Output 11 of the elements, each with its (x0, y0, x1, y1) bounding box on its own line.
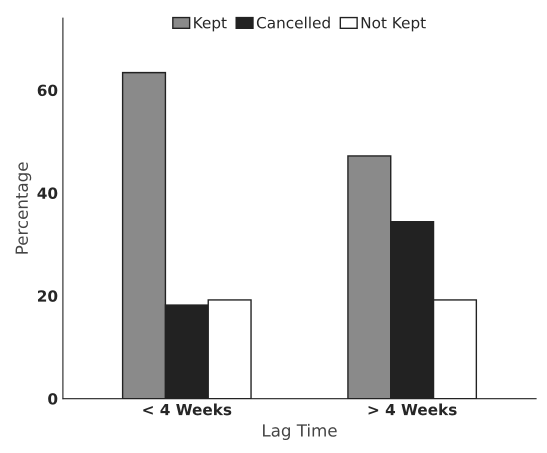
x-tick-label: > 4 Weeks (368, 404, 457, 416)
legend-label: Kept (194, 17, 227, 32)
y-tick-label: 60 (38, 84, 58, 96)
x-tick-label: < 4 Weeks (143, 404, 232, 416)
legend-label: Not Kept (362, 17, 426, 32)
y-tick-label: 0 (48, 393, 58, 405)
legend-label: Cancelled (256, 16, 330, 28)
y-tick-label: 20 (38, 290, 58, 302)
y-tick-label: 40 (37, 187, 58, 199)
y-axis-title: Percentage (16, 162, 32, 254)
x-axis-title: Lag Time (263, 424, 337, 440)
